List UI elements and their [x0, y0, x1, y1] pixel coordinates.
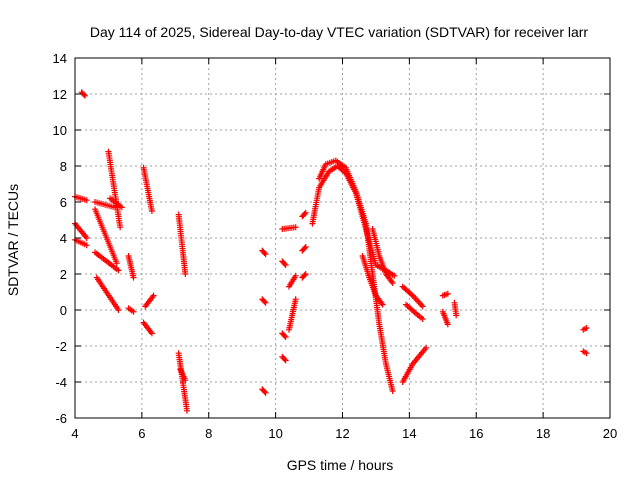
- data-point: [292, 272, 299, 279]
- data-point: [262, 251, 269, 258]
- data-point: [292, 296, 299, 303]
- y-tick-label: 0: [60, 303, 67, 318]
- data-point: [301, 245, 308, 252]
- data-point: [583, 325, 590, 331]
- y-tick-label: 2: [60, 267, 67, 282]
- data-point: [453, 312, 460, 319]
- x-axis-label: GPS time / hours: [287, 457, 394, 473]
- x-tick-label: 18: [536, 426, 550, 441]
- data-point: [83, 242, 90, 249]
- data-point: [292, 224, 299, 231]
- y-tick-label: 4: [60, 231, 67, 246]
- data-point: [282, 334, 289, 340]
- x-tick-label: 6: [138, 426, 145, 441]
- chart-title: Day 114 of 2025, Sidereal Day-to-day VTE…: [90, 24, 589, 40]
- data-point: [83, 197, 90, 204]
- data-point: [281, 260, 288, 267]
- data-point: [302, 244, 309, 250]
- data-point: [148, 330, 155, 337]
- data-point: [182, 271, 189, 277]
- data-point: [379, 301, 386, 308]
- data-point: [130, 274, 137, 281]
- data-point: [444, 290, 451, 297]
- x-tick-label: 10: [268, 426, 282, 441]
- y-tick-label: -4: [55, 375, 67, 390]
- data-point: [261, 298, 268, 305]
- data-point: [261, 388, 268, 395]
- x-tick-label: 16: [469, 426, 483, 441]
- y-axis-label: SDTVAR / TECUs: [5, 184, 21, 296]
- x-tick-label: 8: [205, 426, 212, 441]
- data-point: [115, 307, 122, 313]
- grid-layer: [75, 58, 610, 418]
- data-points: [72, 89, 590, 414]
- data-point: [117, 224, 124, 231]
- data-point: [115, 267, 122, 274]
- data-point: [389, 388, 396, 394]
- data-point: [184, 407, 191, 414]
- data-point: [80, 91, 87, 98]
- y-tick-label: -2: [55, 339, 67, 354]
- data-point: [82, 92, 89, 99]
- y-tick-label: 8: [60, 159, 67, 174]
- y-tick-label: 14: [53, 51, 67, 66]
- data-point: [391, 272, 398, 279]
- x-tick-label: 12: [335, 426, 349, 441]
- data-point: [130, 308, 137, 315]
- data-point: [423, 344, 430, 351]
- data-point: [444, 321, 451, 328]
- data-point: [118, 204, 125, 211]
- data-point: [262, 389, 269, 396]
- data-point: [182, 377, 189, 384]
- data-point: [282, 357, 289, 364]
- data-point: [282, 262, 289, 268]
- data-point: [419, 316, 426, 322]
- data-point: [261, 250, 268, 256]
- data-point: [301, 211, 308, 217]
- data-point: [302, 209, 309, 216]
- data-point: [262, 299, 269, 306]
- y-tick-label: 10: [53, 123, 67, 138]
- data-point: [148, 208, 155, 214]
- y-tick-label: 6: [60, 195, 67, 210]
- data-point: [113, 260, 120, 267]
- data-point: [419, 303, 426, 310]
- x-tick-label: 14: [402, 426, 416, 441]
- data-point: [150, 292, 157, 299]
- data-point: [281, 356, 288, 363]
- y-tick-label: -6: [55, 411, 67, 426]
- x-tick-label: 4: [71, 426, 78, 441]
- data-point: [83, 235, 90, 241]
- data-point: [302, 271, 309, 277]
- y-tick-label: 12: [53, 87, 67, 102]
- data-point: [583, 350, 590, 357]
- x-tick-label: 20: [603, 426, 617, 441]
- data-point: [281, 332, 288, 339]
- data-point: [301, 272, 308, 279]
- axis-ticks: 4 6 8 10 12 14 16 18 20 -6 -4 -2 0 2 4 6 8 10 12 14: [53, 51, 618, 441]
- data-point: [389, 280, 396, 286]
